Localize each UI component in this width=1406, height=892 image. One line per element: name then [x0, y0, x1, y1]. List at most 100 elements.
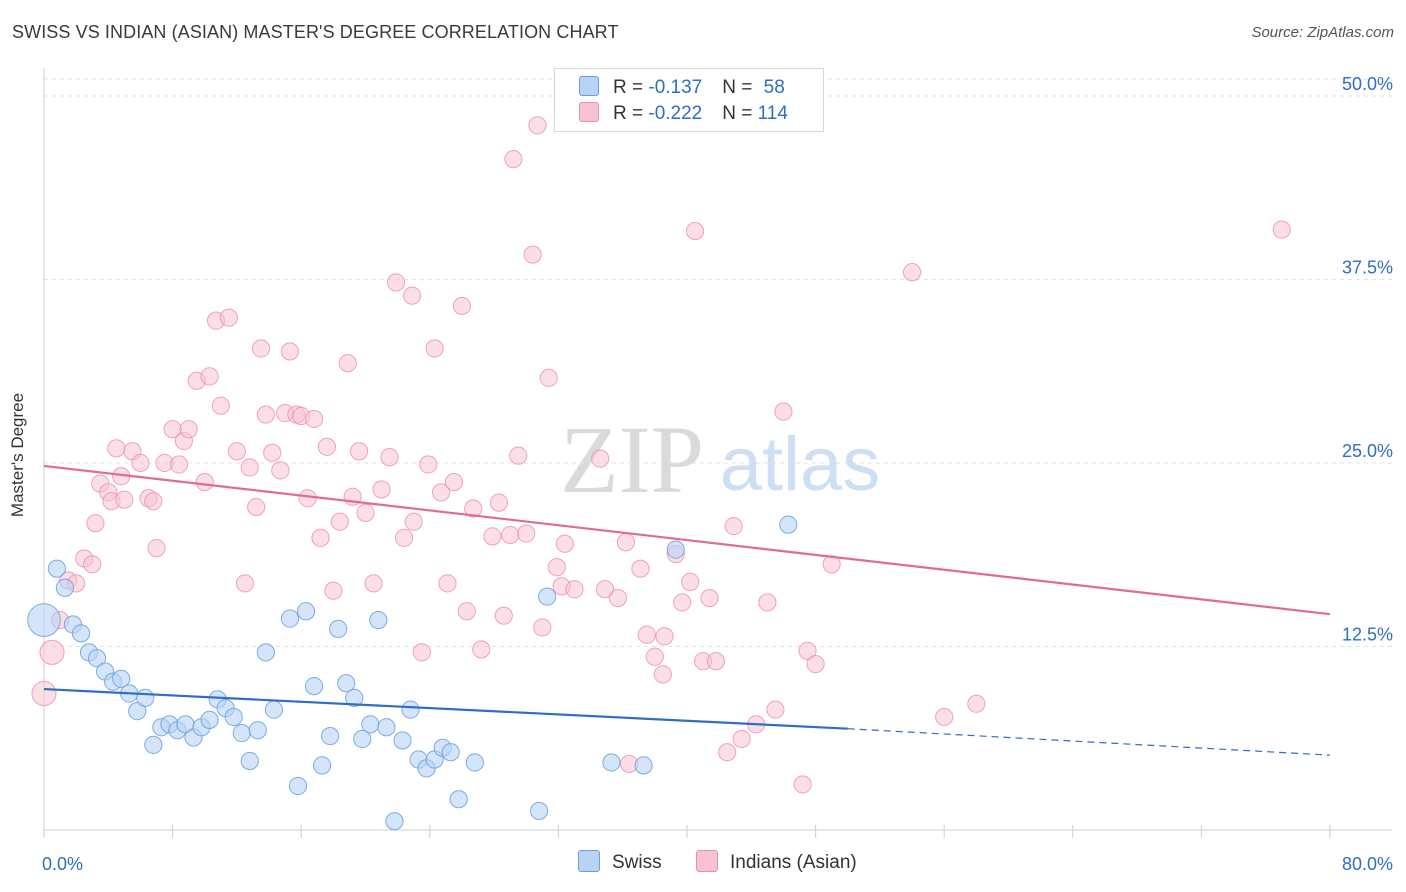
indian-point [247, 497, 266, 517]
indian-point [547, 558, 566, 577]
y-tick-label: 25.0% [1342, 441, 1393, 461]
indian-point [533, 618, 552, 637]
indian-point [349, 442, 369, 461]
swiss-point [248, 721, 267, 740]
indian-trend-line [43, 464, 1331, 616]
indian-point [631, 559, 650, 578]
indian-point [489, 493, 509, 512]
legend-row-swiss: R = -0.137 N = 58 [579, 76, 785, 100]
swiss-point [337, 674, 356, 693]
swiss-point [377, 718, 396, 737]
indian-point [404, 512, 423, 531]
indian-point [298, 489, 317, 508]
swiss-point [634, 756, 653, 775]
swiss-legend-label: Swiss [612, 852, 662, 873]
indian-point [195, 472, 214, 492]
swiss-n-value: 58 [763, 77, 785, 98]
swiss-point [47, 559, 66, 578]
indian-point [681, 572, 700, 592]
indian-point [380, 448, 399, 467]
indian-point [655, 627, 674, 646]
indian-r-value: -0.222 [648, 103, 703, 124]
swiss-r-value: -0.137 [648, 77, 703, 98]
indian-point [324, 581, 343, 600]
swiss-point [441, 743, 460, 762]
indian-point [504, 150, 523, 169]
swiss-point [393, 731, 412, 750]
swiss-point [465, 753, 484, 772]
indian-point [107, 439, 126, 458]
swiss-point [353, 729, 372, 749]
swiss-point [312, 756, 332, 775]
indian-point [364, 574, 383, 593]
indian-point [311, 528, 330, 547]
swiss-point [280, 609, 300, 628]
swiss-point [345, 688, 364, 707]
swiss-point [296, 602, 316, 621]
swiss-legend-swatch [578, 850, 600, 872]
indian-point [444, 472, 464, 492]
indian-points [31, 116, 1291, 794]
swiss-point [240, 751, 259, 771]
correlation-legend: R = -0.137 N = 58 R = -0.222 N = 114 [554, 68, 824, 132]
indian-point [394, 528, 414, 547]
swiss-point [361, 715, 380, 734]
indian-point [539, 368, 558, 387]
indian-point [304, 409, 324, 429]
swiss-point [538, 587, 557, 606]
indian-point [774, 402, 793, 421]
legend-item-indian[interactable]: Indians (Asian) [696, 850, 857, 874]
indian-point [501, 525, 520, 545]
indian-point [1272, 220, 1291, 239]
indian-point [718, 743, 737, 762]
indian-point [83, 555, 102, 574]
indian-point [793, 775, 812, 794]
watermark: ZIP atlas [560, 406, 880, 513]
swiss-point [144, 735, 163, 754]
indian-point [280, 342, 300, 361]
indian-point [179, 420, 198, 439]
indian-point [967, 694, 986, 713]
swiss-point [256, 643, 275, 662]
legend-row-indian: R = -0.222 N = 114 [579, 102, 788, 126]
indian-point [673, 593, 692, 612]
indian-point [271, 461, 290, 480]
indian-point [200, 367, 219, 386]
watermark-atlas: atlas [720, 422, 881, 507]
legend-item-swiss[interactable]: Swiss [578, 850, 662, 874]
swiss-point [666, 540, 685, 559]
indian-point [31, 680, 57, 707]
indian-n-value: 114 [757, 103, 788, 124]
indian-legend-label: Indians (Asian) [730, 852, 857, 873]
indian-point [39, 639, 65, 665]
indian-point [528, 116, 547, 135]
indian-point [317, 437, 337, 456]
indian-point [227, 442, 246, 461]
indian-point [645, 647, 664, 666]
indian-point [608, 588, 627, 608]
swiss-point [224, 707, 243, 727]
swiss-point [329, 619, 348, 638]
indian-point [616, 533, 636, 552]
tick-labels: 12.5% 25.0% 37.5% 50.0% 0.0% 80.0% [42, 74, 1393, 874]
indian-point [256, 405, 275, 424]
swiss-points [27, 515, 798, 831]
indian-point [509, 446, 528, 465]
swiss-point [232, 724, 251, 743]
swiss-trend-extension [847, 728, 1331, 756]
indian-point [766, 700, 785, 719]
indian-point [438, 574, 457, 593]
indian-point [700, 588, 719, 608]
y-tick-label: 50.0% [1342, 74, 1393, 94]
grid-lines [44, 78, 1392, 647]
swiss-point [321, 726, 340, 746]
indian-n-label: N = [722, 103, 758, 124]
indian-point [595, 580, 615, 599]
indian-point [935, 707, 954, 727]
indian-point [457, 602, 476, 621]
swiss-point [55, 578, 74, 597]
indian-point [758, 593, 777, 612]
y-tick-label: 12.5% [1342, 625, 1393, 645]
swiss-point [136, 688, 155, 707]
